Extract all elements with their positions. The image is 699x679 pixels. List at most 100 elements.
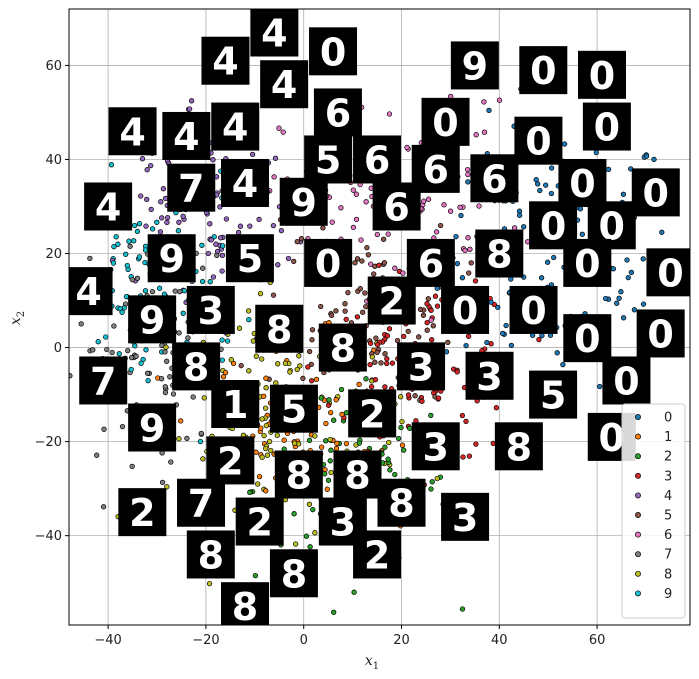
thumbnail-digit: 8 (266, 308, 292, 352)
scatter-point (109, 349, 115, 356)
scatter-point (445, 339, 451, 346)
scatter-point (186, 106, 193, 112)
digit-thumbnail: 6 (372, 182, 421, 231)
scatter-point (610, 266, 617, 272)
legend-marker (635, 531, 641, 538)
thumbnail-digit: 0 (589, 54, 615, 98)
scatter-point (463, 418, 469, 425)
scatter-point (116, 351, 122, 357)
scatter-point (551, 254, 557, 261)
scatter-point (374, 231, 380, 238)
scatter-point (206, 580, 213, 587)
thumbnail-digit: 6 (418, 242, 444, 286)
scatter-point (309, 337, 315, 343)
scatter-point (339, 411, 345, 418)
scatter-point (363, 303, 369, 310)
thumbnail-digit: 4 (75, 270, 101, 314)
scatter-point (352, 260, 358, 266)
y-tick-label: 20 (45, 247, 62, 262)
thumbnail-digit: 2 (364, 533, 390, 577)
digit-thumbnail: 6 (353, 135, 402, 184)
scatter-point (128, 366, 134, 373)
scatter-point (113, 234, 119, 240)
legend-label: 1 (664, 430, 672, 445)
thumbnail-digit: 5 (315, 138, 341, 182)
scatter-point (333, 397, 339, 403)
scatter-point (384, 333, 391, 339)
scatter-point (223, 216, 230, 222)
thumbnail-background (470, 154, 519, 203)
scatter-point (323, 438, 329, 444)
scatter-point (252, 572, 259, 579)
scatter-point (300, 375, 306, 382)
thumbnail-background (269, 549, 318, 598)
scatter-point (123, 293, 130, 300)
scatter-point (197, 438, 204, 445)
thumbnail-digit: 8 (183, 345, 209, 389)
scatter-point (465, 179, 471, 185)
scatter-point (278, 227, 285, 234)
scatter-point (273, 380, 279, 386)
scatter-point (481, 129, 488, 135)
scatter-point (597, 383, 603, 390)
scatter-point (333, 308, 339, 314)
scatter-point (356, 381, 362, 388)
scatter-point (124, 262, 130, 269)
scatter-point (272, 155, 279, 161)
scatter-point (217, 235, 224, 241)
scatter-point (263, 385, 269, 391)
thumbnail-background (128, 295, 177, 344)
thumbnail-background (279, 177, 328, 226)
scatter-point (274, 432, 280, 438)
scatter-point (313, 376, 320, 383)
legend-marker (635, 551, 641, 558)
digit-thumbnail: 6 (470, 154, 519, 203)
plot-frame (68, 8, 691, 626)
thumbnail-digit: 7 (188, 482, 214, 526)
scatter-point (296, 353, 302, 359)
digit-thumbnail: 0 (582, 102, 631, 151)
scatter-point (593, 149, 599, 156)
scatter-point (511, 225, 518, 231)
scatter-point (205, 250, 211, 257)
scatter-point (69, 373, 73, 379)
scatter-point (433, 229, 440, 235)
scatter-point (228, 357, 234, 363)
scatter-point (291, 440, 298, 446)
thumbnail-digit: 8 (344, 454, 370, 498)
scatter-point (143, 223, 149, 229)
scatter-point (210, 157, 216, 163)
thumbnail-digit: 8 (486, 233, 512, 277)
scatter-point (281, 437, 287, 443)
scatter-point (465, 171, 471, 178)
scatter-point (425, 296, 431, 302)
scatter-point (579, 231, 585, 237)
scatter-point (103, 334, 109, 340)
scatter-point (385, 456, 391, 462)
scatter-point (210, 274, 217, 280)
legend-marker (635, 512, 641, 518)
thumbnail-digit: 2 (378, 280, 404, 324)
scatter-point (326, 397, 332, 403)
scatter-point (416, 334, 422, 340)
scatter-point (298, 236, 305, 242)
y-tick-label: 0 (54, 341, 62, 356)
thumbnail-digit: 3 (198, 289, 224, 333)
thumbnail-digit: 9 (139, 298, 165, 342)
x-axis-label: x1 (365, 653, 379, 672)
x-tick-label: 60 (589, 633, 606, 648)
thumbnail-background (631, 168, 680, 217)
scatter-point (61, 407, 66, 412)
scatter-point (447, 208, 454, 214)
scatter-point (616, 295, 622, 301)
digit-thumbnail: 2 (206, 436, 255, 485)
scatter-point (459, 412, 466, 419)
scatter-point (328, 312, 335, 318)
scatter-point (495, 304, 501, 311)
scatter-point (253, 449, 259, 455)
scatter-point (159, 479, 166, 486)
scatter-point (503, 322, 509, 329)
digit-thumbnail: 0 (421, 97, 470, 146)
legend: 0 1 2 3 4 5 6 7 8 9 (621, 403, 686, 619)
scatter-point (457, 204, 463, 210)
